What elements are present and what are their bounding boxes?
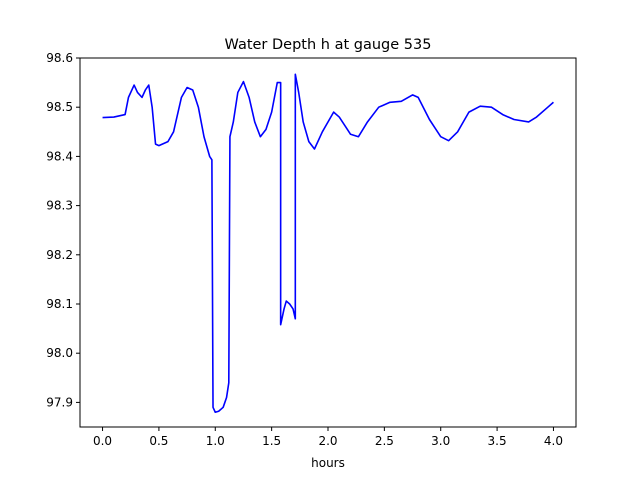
x-tick-label: 0.5: [149, 434, 168, 448]
y-tick-label: 98.6: [46, 51, 73, 65]
series-line-water-depth: [102, 73, 554, 414]
y-tick-label: 98.1: [46, 297, 73, 311]
plot-area: 0.0 0.5 1.0 1.5 2.0 2.5 3.0 3.5 4.0 97.9 98.0 98.1…: [46, 51, 577, 448]
y-tick-label: 98.3: [46, 199, 73, 213]
x-tick-label: 0.0: [93, 434, 112, 448]
x-tick-label: 3.0: [431, 434, 450, 448]
y-tick-label: 98.0: [46, 346, 73, 360]
x-tick-label: 4.0: [544, 434, 563, 448]
x-tick-label: 3.5: [488, 434, 507, 448]
series-layer: [102, 73, 554, 414]
y-tick-label: 98.5: [46, 100, 73, 114]
x-tick-label: 2.5: [375, 434, 394, 448]
x-tick-label: 1.5: [262, 434, 281, 448]
y-axis: 97.9 98.0 98.1 98.2 98.3 98.4 98.5 98.6: [46, 51, 80, 409]
x-tick-label: 2.0: [318, 434, 337, 448]
x-axis: 0.0 0.5 1.0 1.5 2.0 2.5 3.0 3.5 4.0: [93, 427, 563, 448]
y-tick-label: 97.9: [46, 395, 73, 409]
y-tick-label: 98.4: [46, 149, 73, 163]
x-axis-label: hours: [311, 456, 345, 470]
x-tick-label: 1.0: [206, 434, 225, 448]
chart-title: Water Depth h at gauge 535: [225, 37, 432, 53]
y-tick-label: 98.2: [46, 248, 73, 262]
